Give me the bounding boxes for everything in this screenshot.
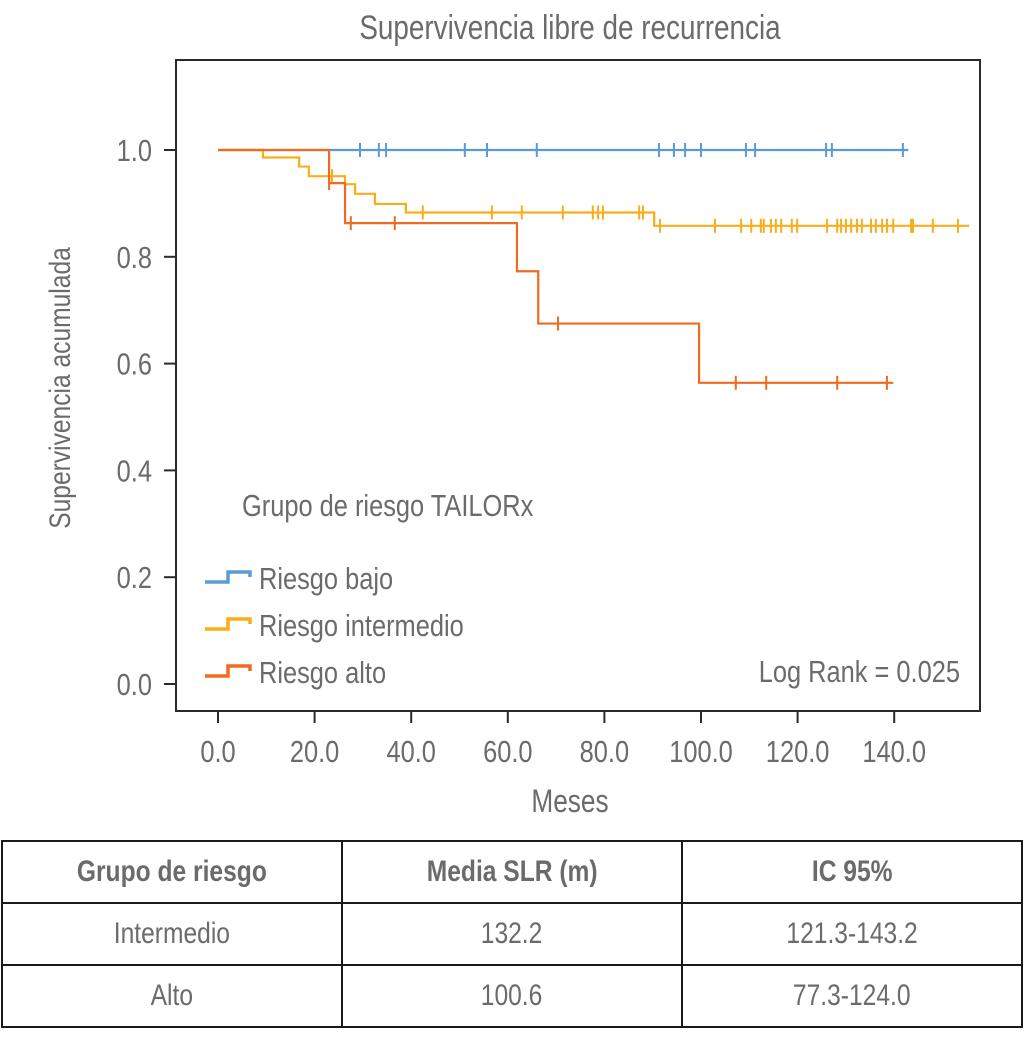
- chart-title: Supervivencia libre de recurrencia: [359, 8, 781, 46]
- legend-step-icon: [205, 570, 252, 584]
- cell-mean: 100.6: [481, 979, 543, 1012]
- x-tick-label: 100.0: [669, 735, 733, 770]
- table-cell: 77.3-124.0: [681, 964, 1023, 1028]
- plot-frame: [175, 59, 981, 712]
- header-cell: Media SLR (m): [341, 840, 683, 904]
- y-tick-label: 0.2: [117, 561, 152, 596]
- series-riesgo-bajo: [218, 143, 909, 157]
- header-cell: IC 95%: [681, 840, 1023, 904]
- legend-label: Riesgo alto: [259, 656, 386, 691]
- series-riesgo-intermedio: [218, 148, 970, 233]
- cell-group: Alto: [150, 979, 194, 1012]
- table-cell: 100.6: [341, 964, 683, 1028]
- x-tick-label: 120.0: [766, 735, 830, 770]
- x-tick-label: 80.0: [580, 735, 629, 770]
- y-tick-label: 0.8: [117, 240, 152, 275]
- y-tick-label: 0.6: [117, 347, 152, 382]
- series-riesgo-alto: [218, 148, 894, 390]
- legend-label: Riesgo bajo: [259, 562, 393, 597]
- cell-ci: 77.3-124.0: [793, 979, 911, 1012]
- cell-mean: 132.2: [481, 917, 543, 950]
- legend: Riesgo bajo Riesgo intermedio Riesgo alto: [205, 562, 464, 691]
- legend-title: Grupo de riesgo TAILORx: [242, 489, 533, 524]
- x-tick-label: 20.0: [290, 735, 339, 770]
- legend-item: Riesgo intermedio: [205, 609, 464, 644]
- y-axis-label: Supervivencia acumulada: [43, 247, 77, 529]
- table-cell: 121.3-143.2: [681, 902, 1023, 966]
- legend-item: Riesgo alto: [205, 656, 386, 691]
- table-cell: Alto: [1, 964, 343, 1028]
- x-tick-label: 40.0: [386, 735, 435, 770]
- y-tick-label: 0.0: [117, 668, 152, 703]
- header-cell: Grupo de riesgo: [1, 840, 343, 904]
- legend-item: Riesgo bajo: [205, 562, 393, 597]
- table-row: Intermedio 132.2 121.3-143.2: [1, 902, 1023, 966]
- x-tick-label: 60.0: [483, 735, 532, 770]
- kaplan-meier-chart: Supervivencia libre de recurrencia 0.00.…: [43, 8, 981, 820]
- series-layer: [218, 143, 970, 390]
- log-rank-annotation: Log Rank = 0.025: [759, 655, 960, 690]
- header-ci95: IC 95%: [811, 855, 893, 888]
- summary-table: Grupo de riesgo Media SLR (m) IC 95% Int…: [1, 840, 1023, 1028]
- legend-step-icon: [205, 617, 252, 631]
- legend-step-icon: [205, 664, 252, 678]
- y-tick-label: 1.0: [117, 134, 152, 169]
- y-axis: 0.0 0.2 0.4 0.6 0.8 1.0: [117, 134, 176, 703]
- table-cell: 132.2: [341, 902, 683, 966]
- survival-curve: [218, 148, 970, 227]
- cell-ci: 121.3-143.2: [786, 917, 918, 950]
- legend-label: Riesgo intermedio: [259, 609, 464, 644]
- x-axis-label: Meses: [531, 785, 608, 820]
- table-row: Alto 100.6 77.3-124.0: [1, 964, 1023, 1028]
- survival-curve: [218, 148, 894, 384]
- header-risk-group: Grupo de riesgo: [76, 855, 267, 888]
- table-header-row: Grupo de riesgo Media SLR (m) IC 95%: [1, 840, 1023, 904]
- x-tick-label: 0.0: [200, 735, 235, 770]
- table-cell: Intermedio: [1, 902, 343, 966]
- x-axis: 0.0 20.0 40.0 60.0 80.0 100.0 120.0 140.0: [200, 711, 926, 770]
- header-mean-slr: Media SLR (m): [426, 855, 598, 888]
- x-tick-label: 140.0: [862, 735, 926, 770]
- cell-group: Intermedio: [113, 917, 231, 950]
- y-tick-label: 0.4: [117, 454, 152, 489]
